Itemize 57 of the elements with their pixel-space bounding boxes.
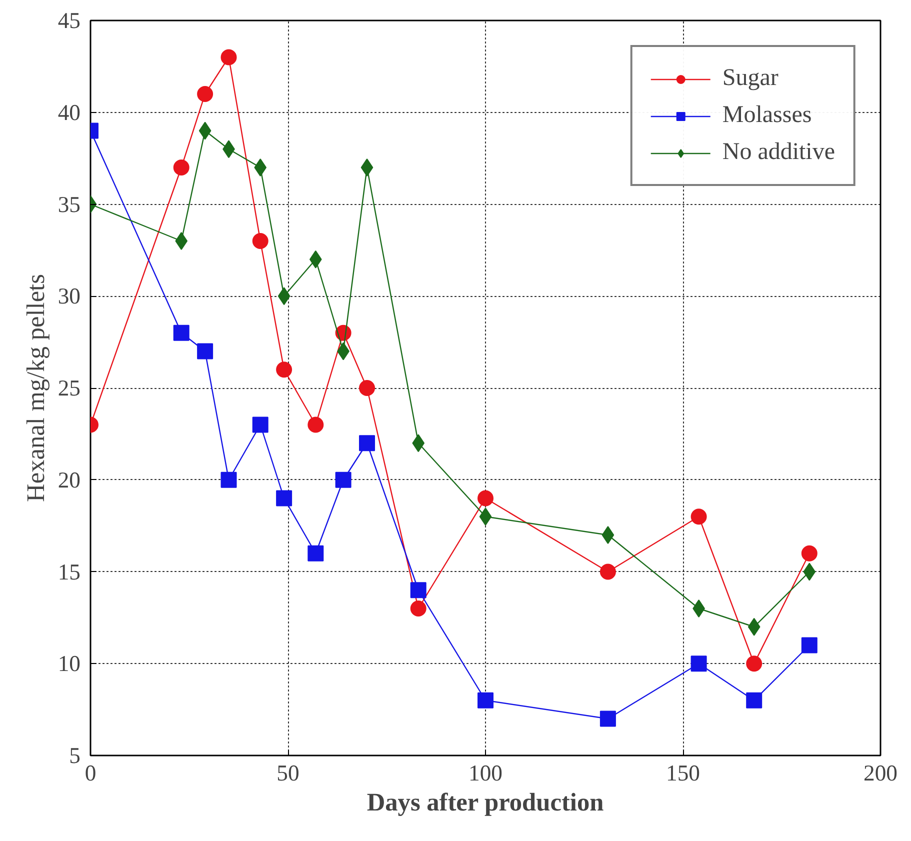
point: [173, 160, 190, 176]
point: [220, 472, 237, 488]
point: [197, 86, 214, 102]
legend-label: No additive: [722, 139, 835, 166]
point: [478, 692, 494, 708]
y-tick-label: 20: [58, 467, 80, 492]
point: [600, 564, 616, 580]
y-tick-label: 40: [58, 100, 80, 125]
point: [308, 416, 324, 433]
point: [412, 434, 425, 452]
point: [252, 416, 268, 433]
point: [478, 490, 494, 506]
legend-label: Molasses: [722, 102, 812, 129]
point: [748, 618, 760, 636]
x-tick-label: 150: [666, 760, 700, 786]
point: [276, 490, 292, 506]
y-tick-label: 5: [69, 743, 80, 768]
y-tick-label: 35: [58, 192, 80, 217]
point: [410, 582, 426, 598]
point: [278, 287, 290, 306]
x-tick-label: 50: [276, 760, 300, 786]
point: [335, 472, 352, 488]
point: [197, 343, 214, 360]
point: [801, 545, 818, 562]
point: [746, 692, 762, 708]
y-tick-label: 10: [58, 651, 80, 676]
point: [600, 710, 616, 727]
x-tick-label: 200: [864, 760, 898, 786]
point: [410, 600, 426, 616]
y-tick-label: 25: [58, 376, 80, 400]
y-tick-label: 15: [58, 559, 80, 584]
x-axis-title: Days after production: [366, 788, 604, 816]
point: [276, 362, 292, 378]
point: [252, 233, 268, 249]
point: [803, 562, 816, 581]
x-tick-label: 0: [84, 760, 96, 786]
y-tick-label: 30: [58, 284, 80, 309]
point: [801, 637, 818, 654]
point: [220, 49, 237, 66]
point: [198, 122, 212, 140]
point: [359, 435, 375, 452]
point: [173, 324, 190, 341]
x-tick-label: 100: [468, 760, 502, 786]
point: [479, 508, 492, 526]
point: [309, 250, 322, 268]
point: [690, 656, 707, 672]
point: [746, 656, 762, 672]
point: [360, 158, 374, 176]
point: [308, 545, 324, 562]
y-tick-label: 45: [58, 8, 80, 33]
point: [602, 526, 614, 544]
point: [690, 508, 707, 525]
y-axis-title: Hexanal mg/kg pellets: [22, 274, 50, 502]
point: [175, 232, 188, 250]
point: [359, 380, 375, 396]
legend-label: Sugar: [722, 65, 778, 92]
point: [254, 158, 267, 176]
